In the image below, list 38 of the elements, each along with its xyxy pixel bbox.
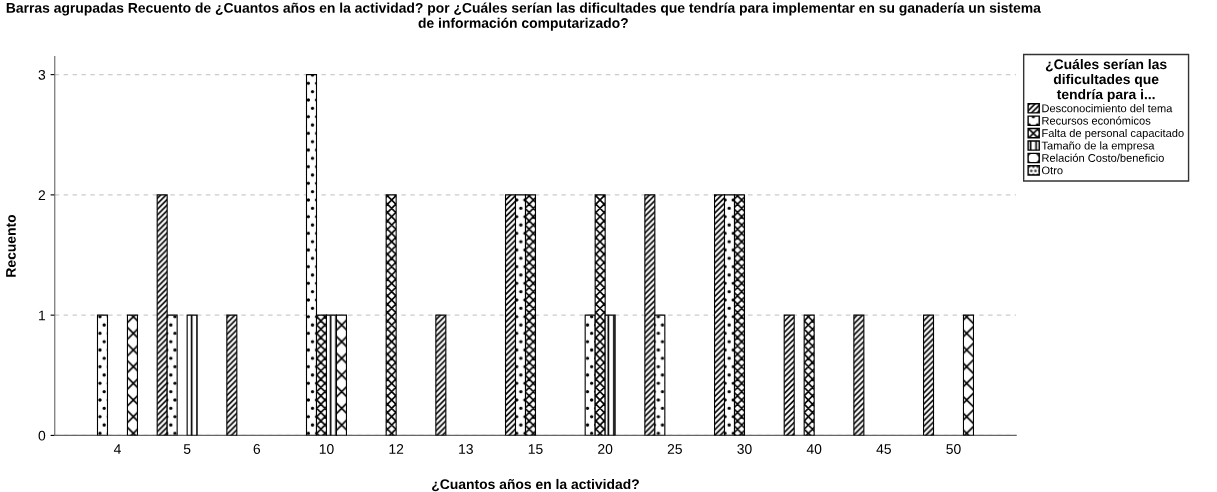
bar <box>226 314 238 436</box>
x-tick-label: 20 <box>598 444 613 454</box>
x-axis-title: ¿Cuantos años en la actividad? <box>432 478 639 492</box>
x-tick-label: 4 <box>113 444 121 454</box>
bar <box>186 314 198 436</box>
bar <box>803 314 815 436</box>
x-tick-label: 45 <box>876 444 891 454</box>
y-axis-title: Recuento <box>6 214 16 277</box>
x-tick-label: 10 <box>319 444 334 454</box>
bar <box>435 314 447 436</box>
bar <box>126 314 138 436</box>
legend-label: Recursos económicos <box>1042 116 1151 125</box>
x-tick-label: 30 <box>737 444 752 454</box>
x-tick-label: 13 <box>459 444 473 454</box>
legend-title: ¿Cuáles serían las dificultades que tendría para i... <box>1045 58 1167 103</box>
y-tick-label: 0 <box>38 430 46 441</box>
bar <box>385 194 397 436</box>
bar <box>853 314 865 436</box>
legend-label: Desconocimiento del tema <box>1042 104 1173 113</box>
bar <box>96 314 109 436</box>
x-tick-label: 25 <box>667 444 682 454</box>
x-tick-label: 12 <box>389 444 404 454</box>
y-tick-label: 1 <box>39 310 46 321</box>
chart-title: Barras agrupadas Recuento de ¿Cuantos años en la actividad? por ¿Cuáles serían las dificultades que tendría para implementar en su ganadería un sistema de información computarizado? <box>6 2 1041 31</box>
bar <box>922 314 935 436</box>
y-tick-label: 2 <box>38 190 46 200</box>
x-tick-label: 50 <box>946 444 961 454</box>
legend-label: Relación Costo/beneficio <box>1042 153 1164 162</box>
x-tick-label: 6 <box>253 444 261 454</box>
legend-label: Falta de personal capacitado <box>1042 128 1184 140</box>
bar <box>962 314 975 436</box>
x-tick-label: 40 <box>806 444 822 454</box>
x-tick-label: 5 <box>183 444 191 454</box>
bar <box>783 314 795 436</box>
legend-label: Tamaño de la empresa <box>1041 141 1155 152</box>
y-tick-label: 3 <box>38 69 46 80</box>
legend-label: Otro <box>1041 166 1063 175</box>
x-tick-label: 15 <box>528 444 543 454</box>
